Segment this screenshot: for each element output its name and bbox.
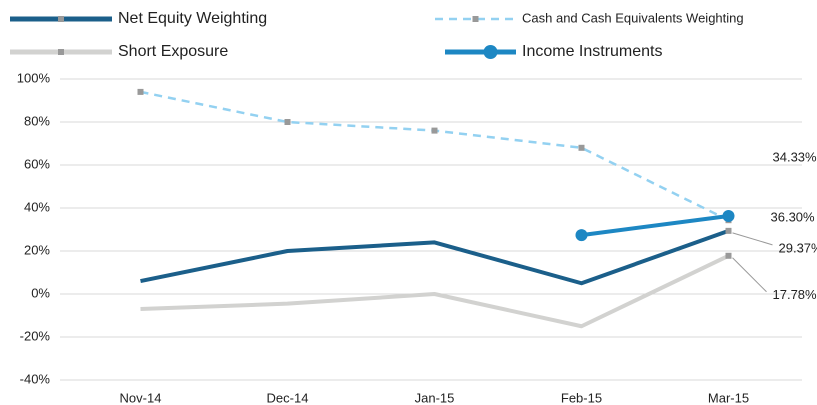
leader-line: [732, 232, 773, 246]
data-label: 29.37%: [779, 240, 817, 255]
data-label: 36.30%: [771, 209, 816, 224]
y-tick-label: -40%: [20, 371, 51, 386]
y-tick-label: 0%: [31, 285, 50, 300]
point: [578, 144, 585, 151]
legend-label: Income Instruments: [522, 43, 663, 60]
x-tick-label: Jan-15: [415, 390, 455, 405]
x-tick-label: Nov-14: [120, 390, 162, 405]
point: [137, 88, 144, 95]
leader-line: [732, 257, 767, 293]
x-tick-label: Dec-14: [267, 390, 309, 405]
x-tick-label: Feb-15: [561, 390, 602, 405]
legend-marker: [58, 16, 64, 22]
data-label: 17.78%: [773, 287, 817, 302]
y-tick-label: 20%: [24, 242, 50, 257]
y-tick-label: 100%: [17, 70, 51, 85]
series-line: [581, 213, 729, 238]
series-line: [140, 253, 730, 329]
legend-marker: [472, 16, 479, 22]
data-label: 34.33%: [773, 150, 817, 165]
legend-label: Short Exposure: [118, 43, 228, 60]
legend-label: Cash and Cash Equivalents Weighting: [522, 10, 744, 25]
y-tick-label: 40%: [24, 199, 50, 214]
y-tick-label: 60%: [24, 156, 50, 171]
legend-marker: [483, 45, 498, 59]
point: [575, 229, 588, 242]
point: [725, 227, 732, 234]
legend-marker: [58, 49, 64, 55]
y-tick-label: 80%: [24, 113, 50, 128]
x-tick-label: Mar-15: [708, 390, 749, 405]
series-line: [140, 228, 730, 286]
point: [725, 252, 732, 259]
series-line: [140, 90, 730, 222]
legend-label: Net Equity Weighting: [118, 10, 267, 27]
point: [431, 127, 438, 134]
point: [284, 119, 291, 125]
y-tick-label: -20%: [20, 328, 51, 343]
point: [722, 209, 735, 222]
